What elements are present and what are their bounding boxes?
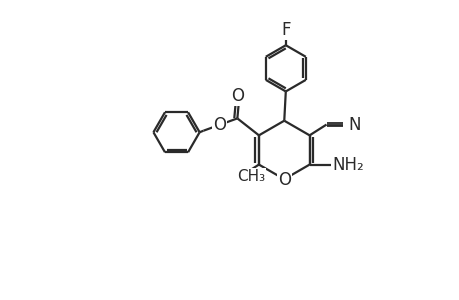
Text: CH₃: CH₃ (237, 169, 265, 184)
Text: N: N (347, 116, 360, 134)
Text: O: O (277, 171, 290, 189)
Text: NH₂: NH₂ (332, 156, 364, 174)
Text: F: F (280, 21, 290, 39)
Text: O: O (213, 116, 226, 134)
Text: O: O (230, 87, 243, 105)
